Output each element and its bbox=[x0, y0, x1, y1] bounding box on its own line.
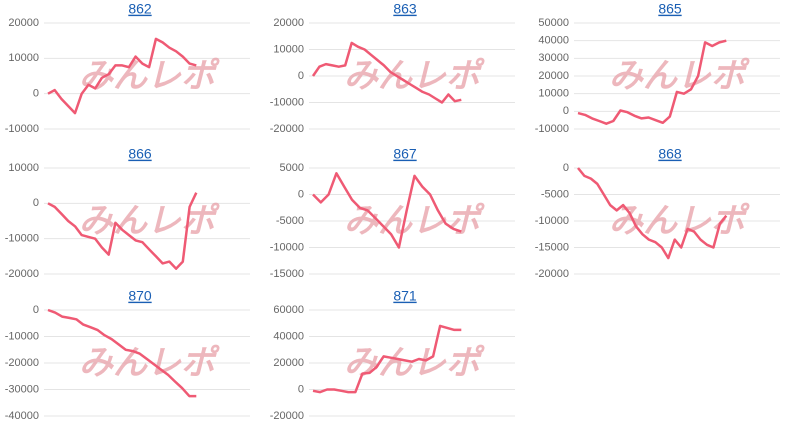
data-line bbox=[47, 308, 197, 398]
data-line bbox=[312, 172, 462, 249]
data-line bbox=[577, 167, 728, 260]
y-tick-label: -10000 bbox=[5, 330, 39, 342]
y-tick-label: 60000 bbox=[273, 304, 304, 316]
y-tick-label: 0 bbox=[33, 304, 39, 316]
y-tick-label: -10000 bbox=[535, 123, 569, 135]
y-tick-label: -5000 bbox=[541, 188, 569, 200]
data-line bbox=[47, 192, 198, 270]
chart-title[interactable]: 867 bbox=[393, 146, 417, 162]
y-tick-label: -30000 bbox=[5, 383, 39, 395]
y-tick-label: 0 bbox=[33, 197, 39, 209]
small-chart: 865 -10000 0 10000 20000 30000 40000 50000 みんレポ bbox=[535, 1, 780, 135]
y-tick-label: -20000 bbox=[535, 268, 569, 280]
y-tick-label: 0 bbox=[33, 88, 39, 100]
y-tick-label: 10000 bbox=[538, 88, 569, 100]
y-tick-label: 10000 bbox=[8, 52, 39, 64]
y-tick-label: -20000 bbox=[270, 410, 304, 422]
chart-title[interactable]: 870 bbox=[128, 288, 152, 304]
chart-title[interactable]: 863 bbox=[393, 1, 417, 17]
y-tick-label: 0 bbox=[563, 162, 569, 174]
y-tick-label: -10000 bbox=[5, 233, 39, 245]
small-chart: 870 -40000 -30000 -20000 -10000 0 みんレポ bbox=[5, 288, 250, 422]
y-tick-label: -10000 bbox=[535, 215, 569, 227]
y-tick-label: -15000 bbox=[535, 241, 569, 253]
data-line bbox=[311, 41, 462, 104]
chart-title[interactable]: 871 bbox=[393, 288, 417, 304]
small-chart: 867 -15000 -10000 -5000 0 5000 みんレポ bbox=[270, 146, 515, 280]
y-tick-label: 20000 bbox=[273, 357, 304, 369]
chart-title[interactable]: 865 bbox=[658, 1, 682, 17]
y-tick-label: 40000 bbox=[538, 35, 569, 47]
watermark: みんレポ bbox=[79, 344, 220, 382]
watermark: みんレポ bbox=[344, 57, 485, 95]
data-line bbox=[47, 37, 197, 115]
chart-title[interactable]: 862 bbox=[128, 1, 152, 17]
y-tick-label: 30000 bbox=[538, 52, 569, 64]
y-tick-label: -10000 bbox=[5, 123, 39, 135]
y-tick-label: 0 bbox=[298, 70, 304, 82]
watermark: みんレポ bbox=[344, 344, 485, 382]
y-tick-label: 0 bbox=[298, 188, 304, 200]
small-chart: 868 -20000 -15000 -10000 -5000 0 みんレポ bbox=[535, 146, 780, 280]
y-tick-label: 10000 bbox=[273, 43, 304, 55]
small-chart: 866 -20000 -10000 0 10000 みんレポ bbox=[5, 146, 250, 280]
y-tick-label: 20000 bbox=[273, 17, 304, 29]
y-tick-label: -20000 bbox=[5, 268, 39, 280]
small-chart: 863 -20000 -10000 0 10000 20000 みんレポ bbox=[270, 1, 515, 135]
y-tick-label: -20000 bbox=[5, 357, 39, 369]
chart-title[interactable]: 866 bbox=[128, 146, 152, 162]
y-tick-label: 20000 bbox=[8, 17, 39, 29]
y-tick-label: 5000 bbox=[280, 162, 304, 174]
y-tick-label: 0 bbox=[298, 383, 304, 395]
y-tick-label: 50000 bbox=[538, 17, 569, 29]
y-tick-label: 20000 bbox=[538, 70, 569, 82]
y-tick-label: -5000 bbox=[276, 215, 304, 227]
y-tick-label: 0 bbox=[563, 105, 569, 117]
y-tick-label: -20000 bbox=[270, 123, 304, 135]
y-tick-label: -15000 bbox=[270, 268, 304, 280]
y-tick-label: -40000 bbox=[5, 410, 39, 422]
data-line bbox=[312, 324, 462, 394]
watermark: みんレポ bbox=[344, 202, 485, 240]
watermark: みんレポ bbox=[609, 57, 750, 95]
y-tick-label: -10000 bbox=[270, 96, 304, 108]
small-chart: 871 -20000 0 20000 40000 60000 みんレポ bbox=[270, 288, 515, 422]
y-tick-label: 40000 bbox=[273, 330, 304, 342]
watermark: みんレポ bbox=[79, 202, 220, 240]
y-tick-label: 10000 bbox=[8, 162, 39, 174]
chart-title[interactable]: 868 bbox=[658, 146, 682, 162]
watermark: みんレポ bbox=[609, 202, 750, 240]
data-line bbox=[577, 39, 727, 125]
y-tick-label: -10000 bbox=[270, 241, 304, 253]
